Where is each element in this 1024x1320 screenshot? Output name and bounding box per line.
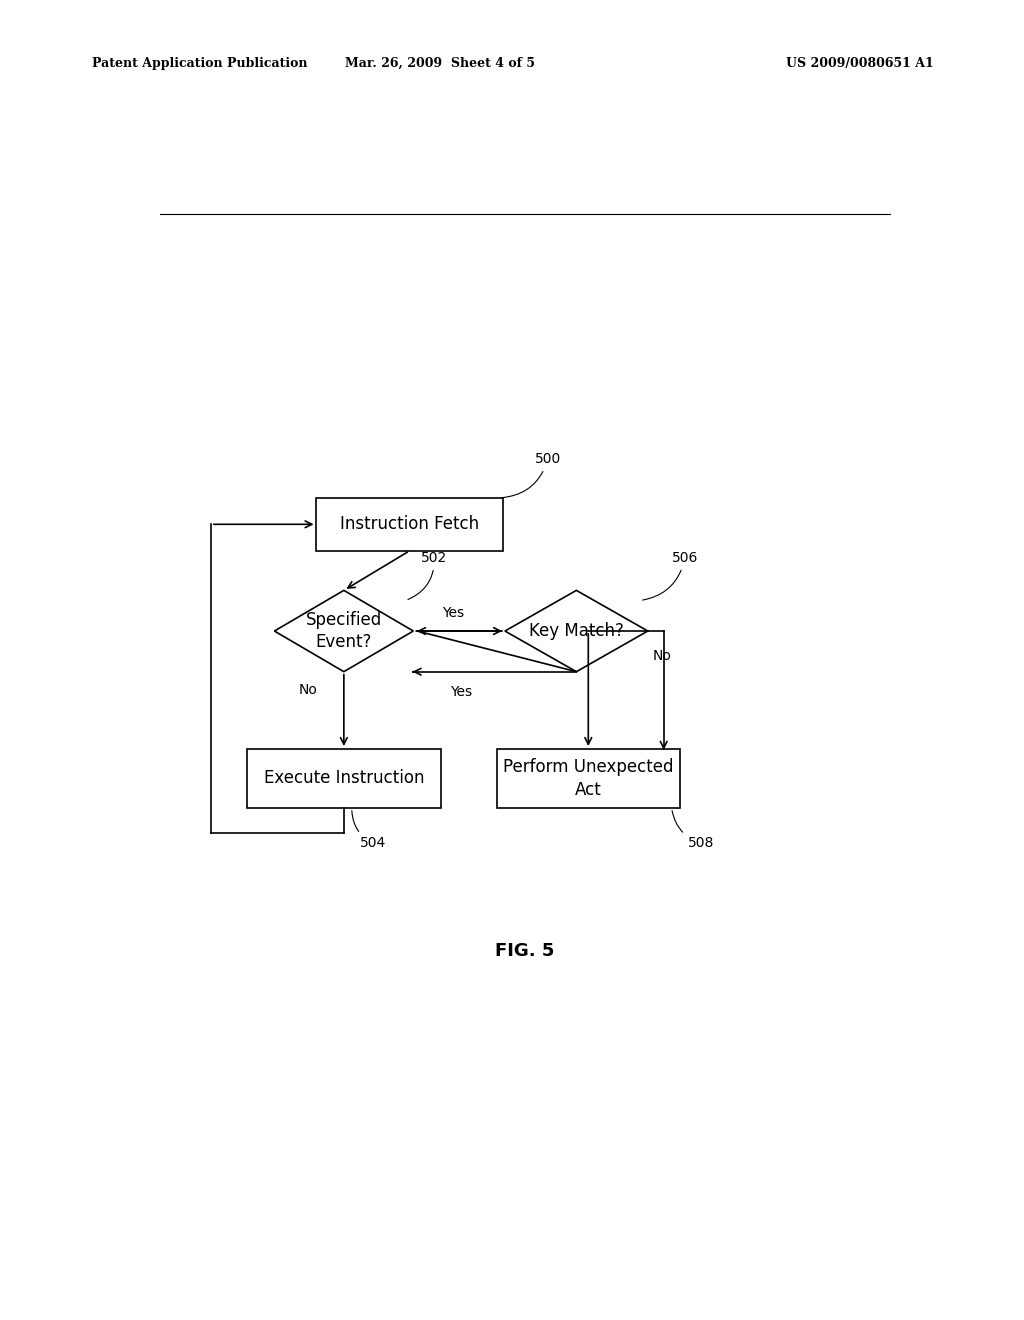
Text: FIG. 5: FIG. 5: [496, 942, 554, 960]
Text: 506: 506: [643, 550, 698, 601]
Text: Execute Instruction: Execute Instruction: [263, 770, 424, 788]
Bar: [247, 748, 441, 808]
Bar: [497, 748, 680, 808]
Text: Mar. 26, 2009  Sheet 4 of 5: Mar. 26, 2009 Sheet 4 of 5: [345, 57, 536, 70]
Text: Key Match?: Key Match?: [529, 622, 624, 640]
Text: Specified
Event?: Specified Event?: [306, 611, 382, 651]
Bar: [316, 498, 503, 550]
Polygon shape: [505, 590, 648, 672]
Text: 508: 508: [672, 810, 714, 850]
Text: Yes: Yes: [442, 606, 464, 619]
Text: Patent Application Publication: Patent Application Publication: [92, 57, 307, 70]
Text: US 2009/0080651 A1: US 2009/0080651 A1: [786, 57, 934, 70]
Text: 500: 500: [502, 453, 561, 498]
Text: No: No: [299, 682, 317, 697]
Text: Yes: Yes: [450, 685, 472, 700]
Text: 502: 502: [408, 550, 447, 599]
Polygon shape: [274, 590, 414, 672]
Text: 504: 504: [352, 810, 386, 850]
Text: Perform Unexpected
Act: Perform Unexpected Act: [503, 758, 674, 799]
Text: Instruction Fetch: Instruction Fetch: [340, 515, 479, 533]
Text: No: No: [652, 649, 672, 664]
